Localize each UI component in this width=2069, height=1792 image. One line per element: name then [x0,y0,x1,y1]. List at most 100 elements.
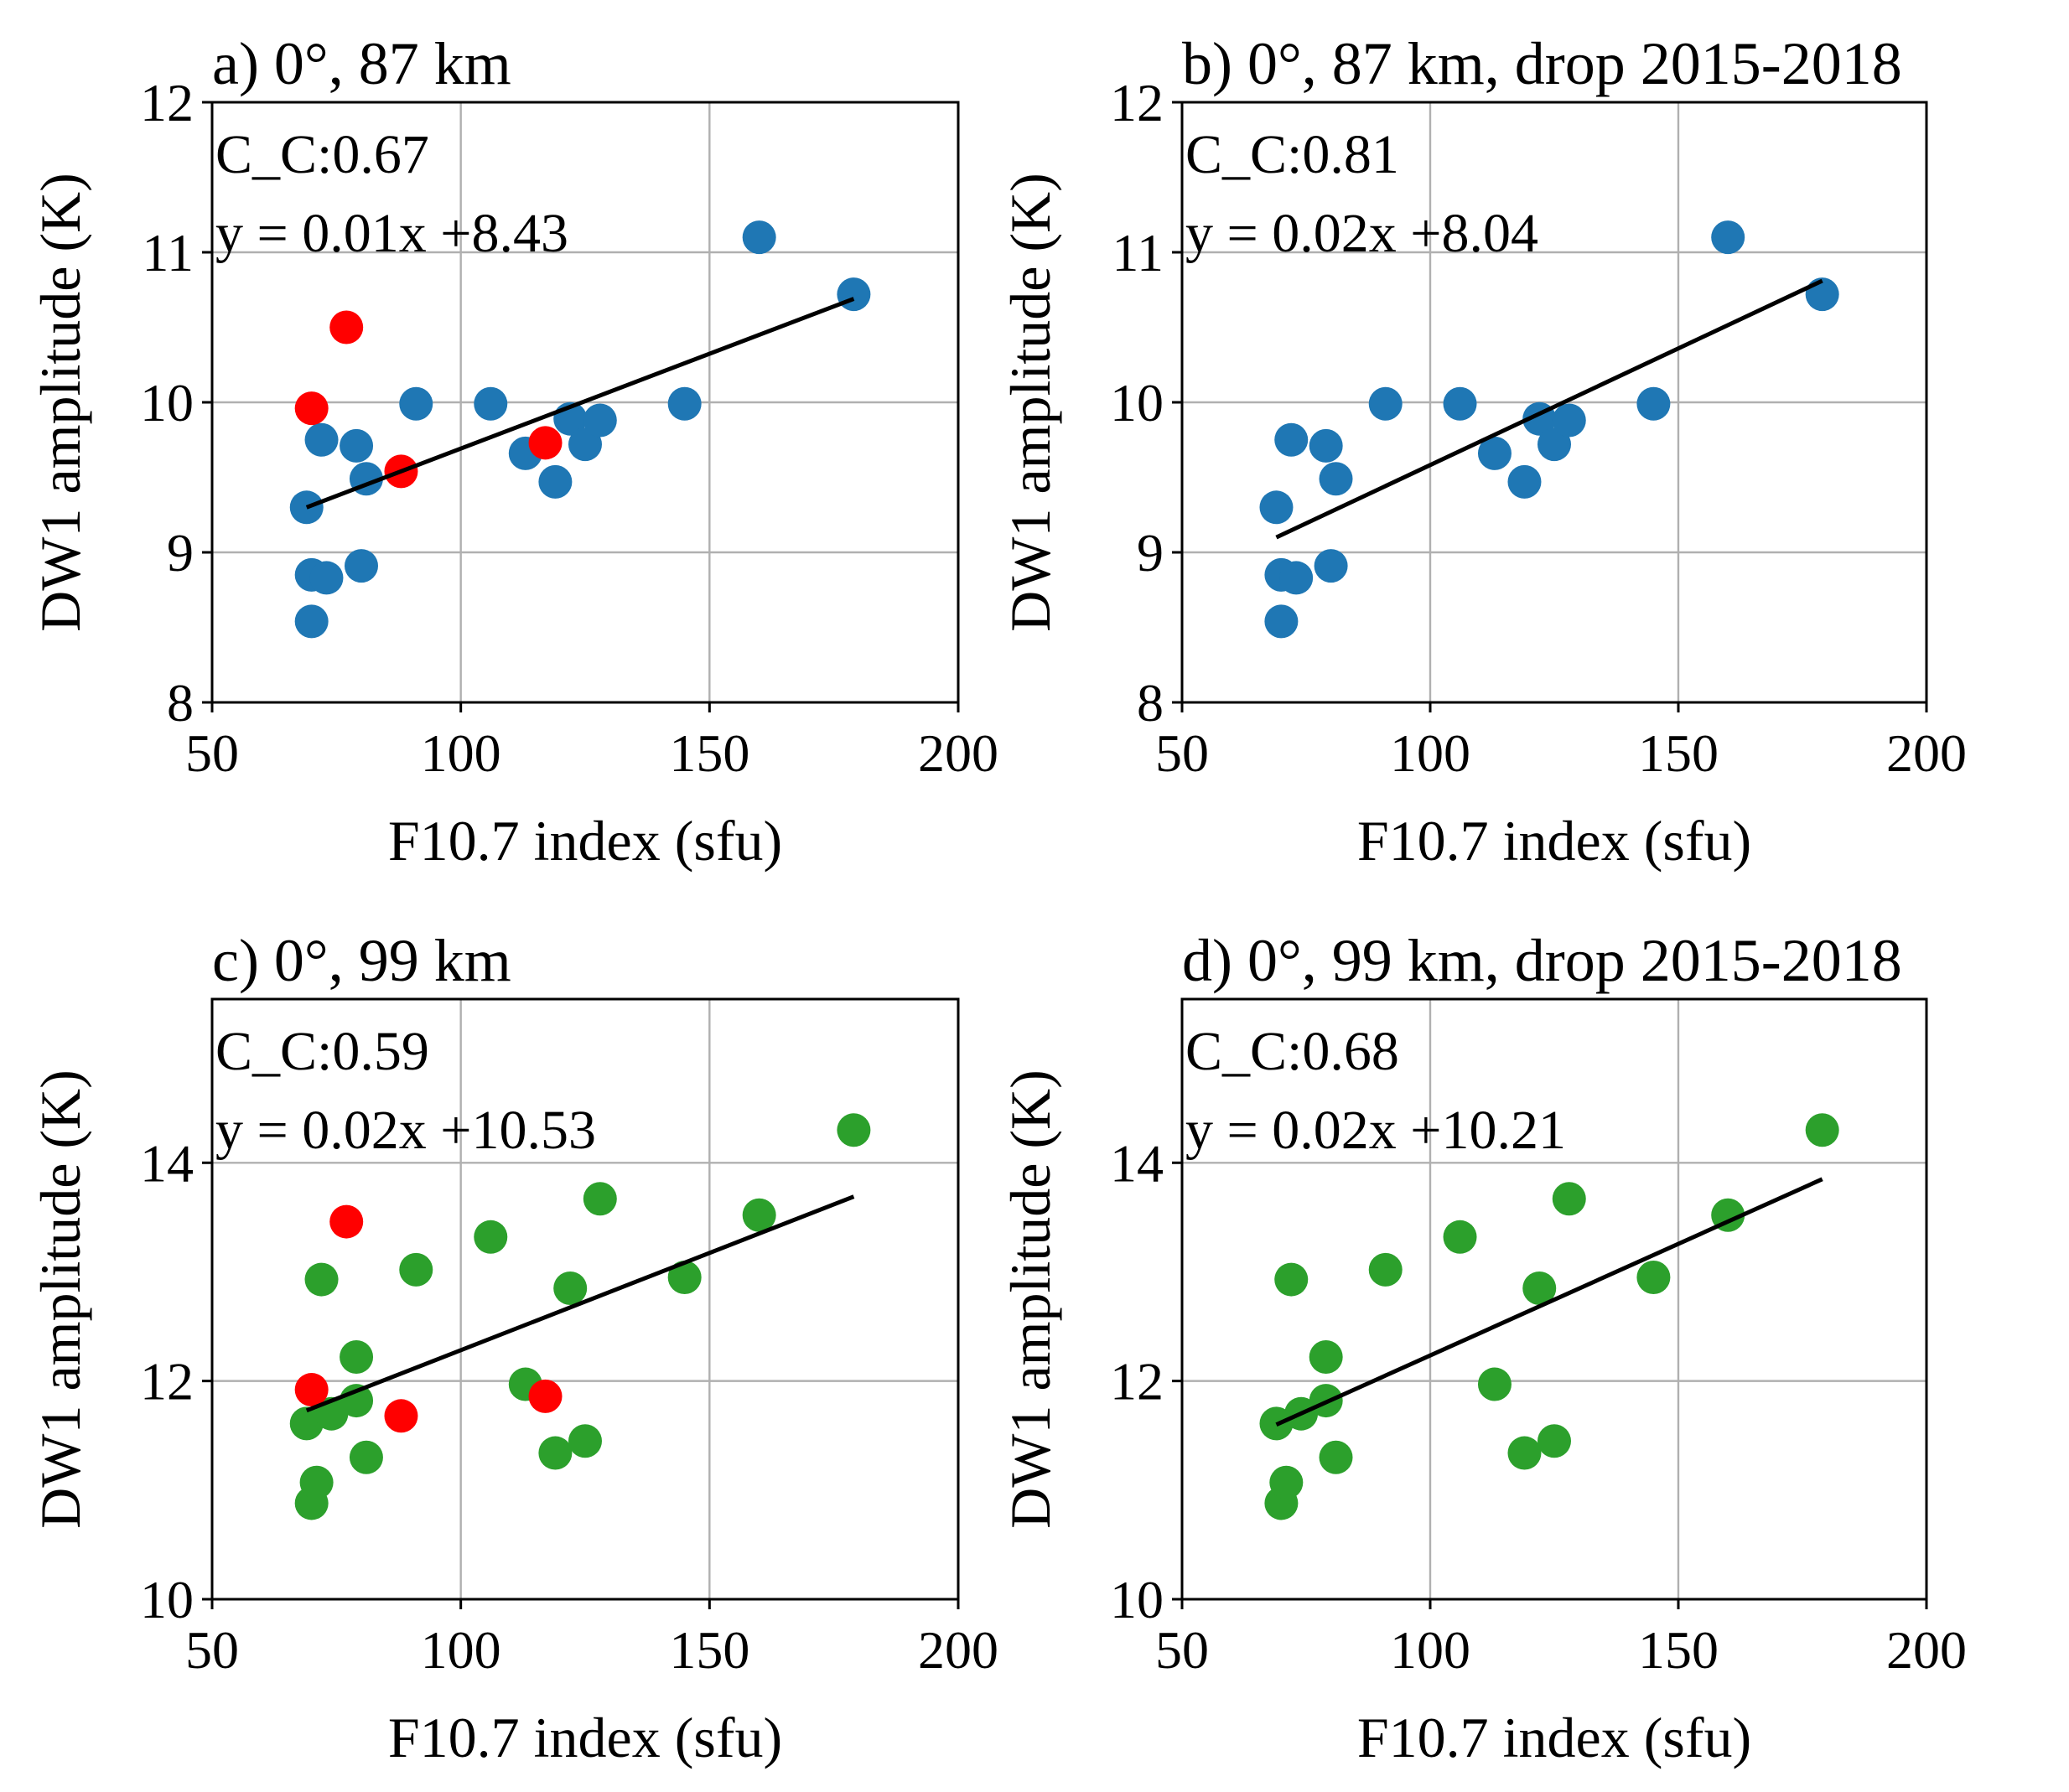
data-point [1314,549,1348,583]
data-point [667,386,702,421]
data-point [1274,1262,1309,1297]
data-point [329,310,364,344]
panel-c: 50 100 150 200 10 12 14 c) 0°, 99 km C_C:0.59y =… [29,927,998,1769]
x-tick-label: 150 [1638,1620,1719,1680]
data-point [1552,1182,1586,1216]
x-tick-label: 100 [1390,1620,1470,1680]
data-point [1319,1440,1353,1474]
data-point [1636,386,1671,421]
x-axis-label: F10.7 index (sfu) [388,1706,782,1769]
data-point [553,1271,588,1305]
panel-d: 50 100 150 200 10 12 14 d) 0°, 99 km, drop 2015… [998,927,1967,1769]
fit-line [305,297,855,510]
panel-b: 50 100 150 200 8 9 10 11 12 b) 0°, 87 km, drop 20… [998,30,1967,873]
y-tick-label: 10 [1110,373,1164,432]
x-tick-label: 50 [185,723,239,783]
data-point [1279,561,1314,595]
correlation-annotation: C_C:0.59 [215,1021,429,1082]
correlation-annotation: C_C:0.67 [215,124,429,185]
y-tick-label: 10 [140,373,194,432]
x-tick-label: 200 [918,723,998,783]
y-tick-label: 9 [1137,523,1164,583]
x-axis-label: F10.7 index (sfu) [1357,1706,1751,1769]
x-tick-label: 200 [1886,723,1967,783]
data-point [528,426,563,460]
panel-title: a) 0°, 87 km [212,30,511,97]
plot-frame [210,997,960,1601]
plot-frame [210,101,960,704]
data-point [742,1198,776,1232]
x-tick-label: 150 [669,1620,749,1680]
y-tick-label: 8 [167,673,194,733]
y-tick-label: 12 [1110,1352,1164,1411]
data-point [1368,1252,1403,1287]
x-tick-label: 100 [421,1620,501,1680]
data-point [1552,403,1586,438]
data-point [1537,427,1571,462]
fit-equation-annotation: y = 0.01x +8.43 [215,203,568,264]
y-tick-label: 12 [140,73,194,132]
data-point [1319,462,1353,496]
y-axis-label: DW1 amplitude (K) [29,173,92,632]
data-point [837,1113,871,1147]
x-tick-label: 200 [1886,1620,1967,1680]
data-point [304,422,339,457]
x-tick-label: 150 [1638,723,1719,783]
x-tick-label: 50 [1155,723,1209,783]
correlation-annotation: C_C:0.68 [1185,1021,1399,1082]
data-point [1274,422,1309,457]
series-2015-2018 [294,1204,563,1433]
data-point [583,1182,617,1216]
data-point [294,604,329,639]
data-point [1805,1113,1839,1147]
x-tick-label: 100 [421,723,501,783]
data-point [399,386,433,421]
data-point [340,1339,374,1374]
data-point [474,1220,508,1254]
data-point [1269,1465,1304,1499]
data-point [837,277,871,312]
data-point [474,386,508,421]
y-tick-label: 8 [1137,673,1164,733]
data-point [528,1379,563,1413]
data-point [1477,436,1512,470]
data-point [1259,490,1294,525]
panel-title: c) 0°, 99 km [212,927,511,994]
plot-frame [1180,101,1928,704]
series-2015-2018 [294,310,563,489]
data-point [399,1252,433,1287]
fit-line [1275,1177,1823,1427]
data-point [340,428,374,463]
data-point [294,1373,329,1407]
data-point [1522,1271,1557,1305]
data-point [1537,1424,1571,1458]
series-kept-years [1259,220,1839,639]
x-axis-label: F10.7 index (sfu) [1357,809,1751,873]
y-axis-label: DW1 amplitude (K) [998,173,1062,632]
data-point [583,403,617,438]
series-kept-years [289,220,871,639]
x-tick-label: 200 [918,1620,998,1680]
data-point [538,1436,573,1470]
panel-title: b) 0°, 87 km, drop 2015-2018 [1182,30,1902,97]
data-point [1368,386,1403,421]
data-point [309,561,344,595]
y-tick-label: 12 [1110,73,1164,132]
plot-frame [1180,997,1928,1601]
y-tick-label: 9 [167,523,194,583]
y-axis-label: DW1 amplitude (K) [998,1070,1062,1529]
data-point [1264,604,1299,639]
data-point [742,220,776,255]
panel-a: 50 100 150 200 8 9 10 11 12 a) 0°, 87 km C_C:0.67y… [29,30,998,873]
x-tick-label: 100 [1390,723,1470,783]
data-point [384,1399,418,1433]
panel-title: d) 0°, 99 km, drop 2015-2018 [1182,927,1902,994]
data-point [1507,1436,1542,1470]
x-tick-label: 50 [1155,1620,1209,1680]
y-tick-label: 12 [140,1352,194,1411]
y-tick-label: 14 [1110,1133,1164,1193]
data-point [345,549,378,583]
data-point [1636,1260,1671,1294]
data-point [1443,386,1477,421]
